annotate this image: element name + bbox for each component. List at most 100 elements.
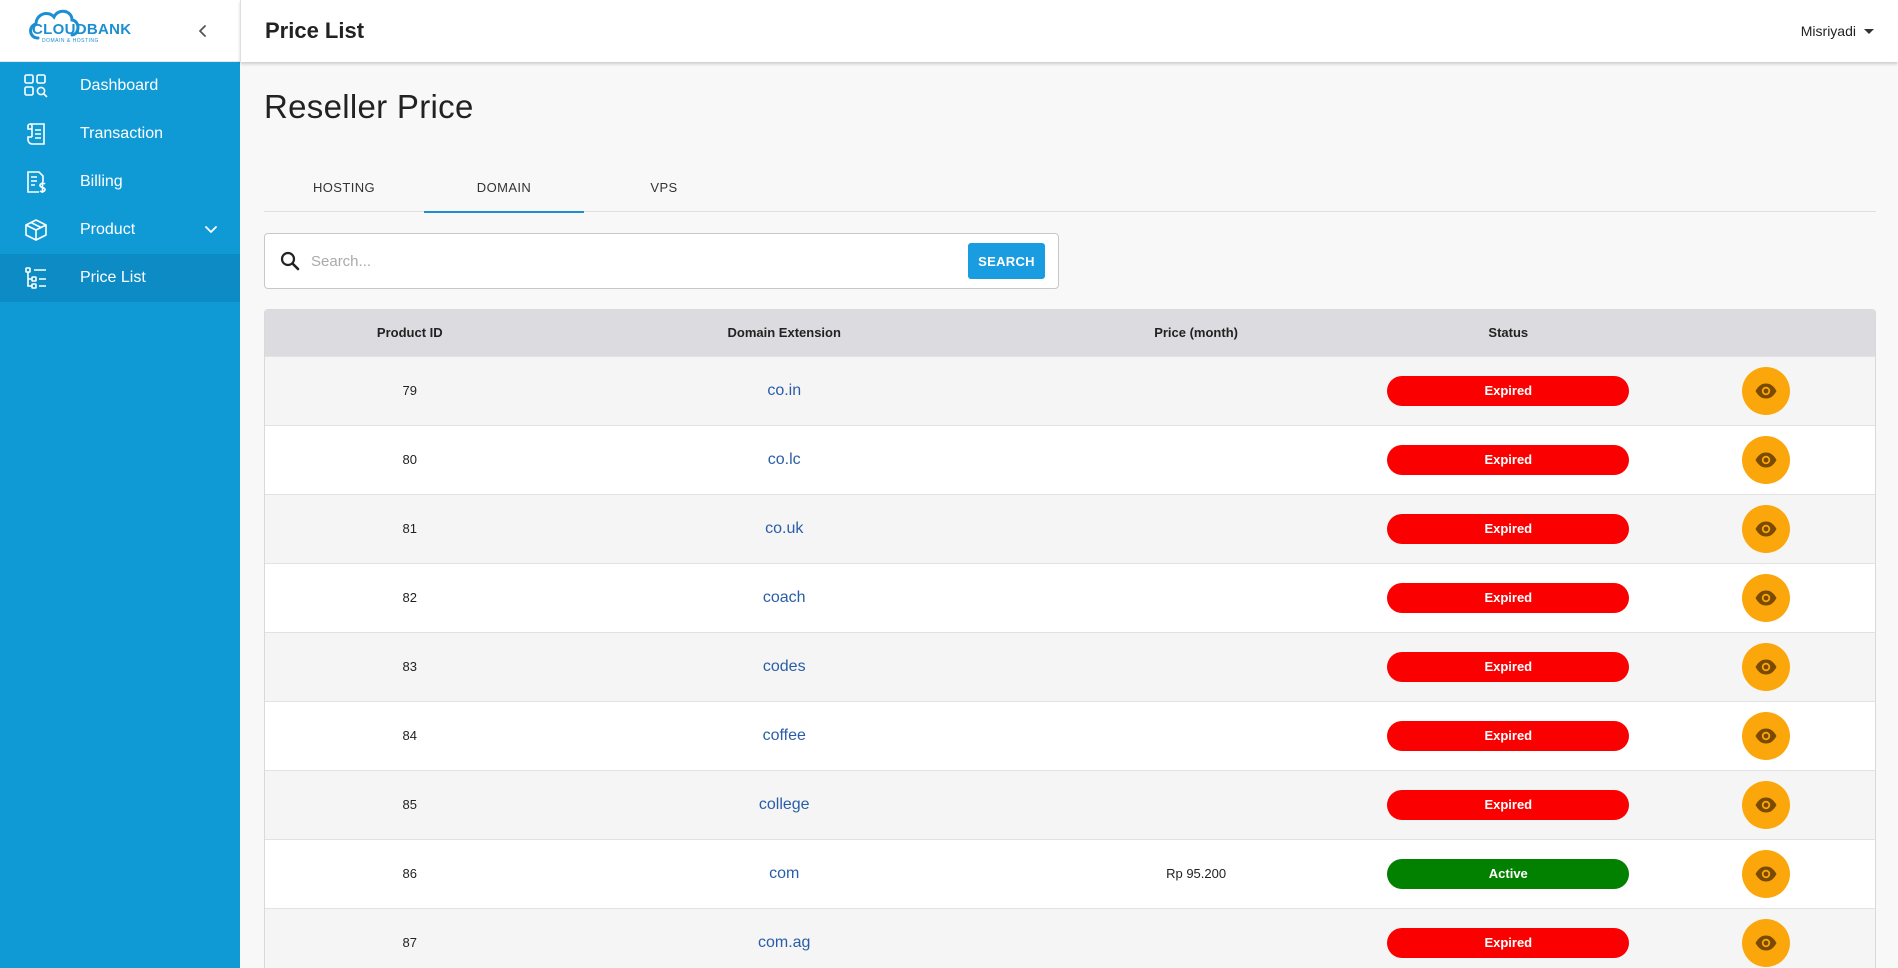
product-id-cell: 86 [402,866,418,881]
tab-hosting[interactable]: HOSTING [312,179,376,195]
column-header-domain-extension: Domain Extension [727,325,841,341]
domain-extension-cell: com.ag [757,933,811,951]
search-bar: SEARCH [264,233,1059,289]
eye-icon [1755,521,1777,536]
sidebar-header: CLOUDBANK DOMAIN & HOSTING [0,0,240,62]
brand-name: CLOUDBANK [32,20,132,38]
sidebar-item-transaction[interactable]: Transaction [0,110,240,158]
status-badge: Expired [1387,927,1630,958]
status-cell: Expired [1378,356,1638,425]
table-row: 80 co.lc Expired [265,425,1875,494]
product-id-cell: 85 [402,797,418,812]
table-row: 81 co.uk Expired [265,494,1875,563]
action-cell [1638,356,1875,425]
action-cell [1638,701,1875,770]
price-cell [1014,563,1378,632]
brand-logo[interactable]: CLOUDBANK DOMAIN & HOSTING [28,9,132,44]
action-cell [1638,770,1875,839]
column-header-price: Price (month) [1154,325,1238,341]
status-badge: Expired [1387,513,1630,544]
table-row: 85 college Expired [265,770,1875,839]
product-id-cell: 81 [402,521,418,536]
chevron-down-icon[interactable] [202,220,220,238]
status-cell: Expired [1378,494,1638,563]
domain-extension-cell: coffee [762,726,806,744]
price-cell [1014,701,1378,770]
table-row: 79 co.in Expired [265,356,1875,425]
view-button[interactable] [1741,642,1790,691]
sidebar-item-price-list[interactable]: Price List [0,254,240,302]
status-cell: Expired [1378,632,1638,701]
product-id-cell: 84 [402,728,418,743]
view-button[interactable] [1741,918,1790,967]
sidebar-nav: Dashboard Transaction Billing [0,62,240,302]
action-cell [1638,908,1875,968]
price-cell [1014,632,1378,701]
sidebar-item-label: Billing [80,173,123,190]
price-cell [1014,425,1378,494]
product-id-cell: 79 [402,383,418,398]
status-cell: Expired [1378,908,1638,968]
view-button[interactable] [1741,711,1790,760]
product-id-cell: 83 [402,659,418,674]
tab-vps[interactable]: VPS [650,179,678,195]
user-menu[interactable]: Misriyadi [1801,23,1874,39]
list-icon [22,264,50,292]
action-cell [1638,839,1875,908]
section-heading: Reseller Price [264,88,474,125]
tab-domain[interactable]: DOMAIN [424,162,584,213]
status-cell: Active [1378,839,1638,908]
price-cell [1014,770,1378,839]
action-cell [1638,632,1875,701]
sidebar-item-label: Transaction [80,125,163,142]
status-badge: Expired [1387,651,1630,682]
column-header-status: Status [1488,325,1529,341]
price-table: Product ID Domain Extension Price (month… [264,309,1876,968]
eye-icon [1755,590,1777,605]
view-button[interactable] [1741,849,1790,898]
action-cell [1638,563,1875,632]
search-input[interactable] [311,252,968,270]
price-cell: Rp 95.200 [1166,866,1227,881]
topbar: Price List Misriyadi [240,0,1898,62]
view-button[interactable] [1741,573,1790,622]
action-cell [1638,425,1875,494]
view-button[interactable] [1741,366,1790,415]
product-id-cell: 87 [402,935,418,951]
domain-extension-cell: college [758,795,810,813]
sidebar-item-dashboard[interactable]: Dashboard [0,62,240,110]
view-button[interactable] [1741,504,1790,553]
cloud-logo-icon [29,9,80,39]
column-header-product-id: Product ID [376,325,443,341]
domain-extension-cell: codes [762,657,806,675]
product-id-cell: 80 [402,452,418,467]
view-button[interactable] [1741,780,1790,829]
sidebar: CLOUDBANK DOMAIN & HOSTING Dashboard [0,0,240,968]
domain-extension-cell: co.uk [765,519,804,537]
status-badge: Expired [1387,789,1630,820]
dashboard-icon [22,72,50,100]
sidebar-item-product[interactable]: Product [0,206,240,254]
main-content: Reseller Price HOSTING DOMAIN VPS SEARCH… [240,62,1898,968]
search-button[interactable]: SEARCH [968,243,1045,279]
eye-icon [1755,659,1777,674]
domain-extension-cell: com [769,864,800,882]
view-button[interactable] [1741,435,1790,484]
status-cell: Expired [1378,425,1638,494]
caret-down-icon [1864,28,1874,34]
sidebar-item-label: Product [80,221,136,238]
table-row: 87 com.ag Expired [265,908,1875,968]
column-header-action [1638,310,1875,356]
table-header-row: Product ID Domain Extension Price (month… [265,310,1875,356]
sidebar-item-billing[interactable]: Billing [0,158,240,206]
invoice-icon [22,168,50,196]
action-cell [1638,494,1875,563]
domain-extension-cell: coach [762,588,806,606]
eye-icon [1755,452,1777,467]
collapse-sidebar-icon[interactable] [192,20,214,42]
user-name: Misriyadi [1800,23,1856,39]
status-badge: Expired [1387,582,1630,613]
product-id-cell: 82 [402,590,418,605]
eye-icon [1755,866,1777,881]
status-badge: Expired [1387,720,1630,751]
